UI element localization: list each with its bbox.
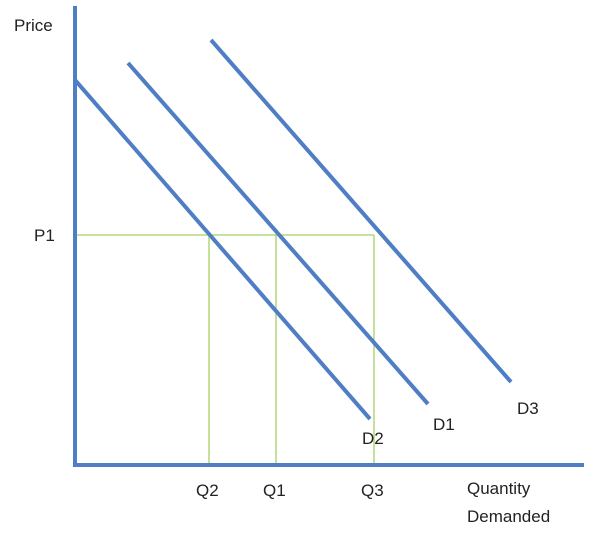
d1-label: D1 (433, 415, 455, 434)
quantity-axis-label-line2: Demanded (467, 507, 550, 526)
demand-curve-d3 (209, 38, 513, 384)
q3-label: Q3 (361, 481, 384, 500)
quantity-axis-label-line1: Quantity (467, 479, 531, 498)
demand-curves (73, 38, 513, 421)
p1-label: P1 (34, 226, 55, 245)
price-axis-label: Price (14, 16, 53, 35)
q2-label: Q2 (196, 481, 219, 500)
demand-curve-d1 (126, 61, 430, 406)
q1-label: Q1 (263, 481, 286, 500)
d3-label: D3 (517, 399, 539, 418)
axes (73, 6, 584, 467)
guide-lines (75, 234, 375, 463)
demand-curve-d2 (73, 78, 372, 421)
d2-label: D2 (362, 429, 384, 448)
